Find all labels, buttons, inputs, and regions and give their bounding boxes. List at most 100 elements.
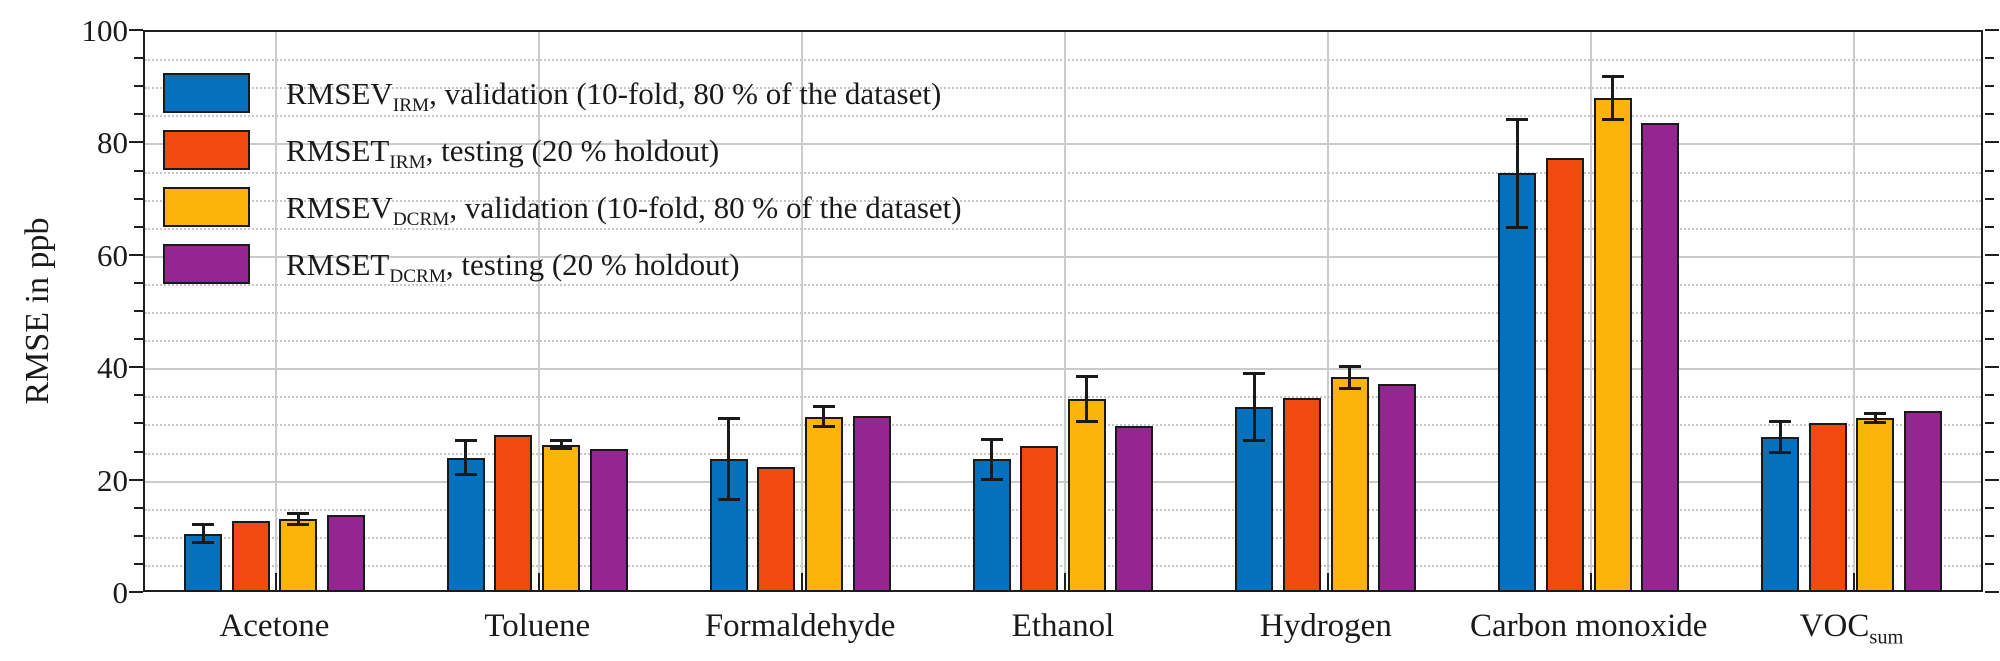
gridline-minor bbox=[145, 396, 1981, 399]
bar bbox=[804, 416, 843, 592]
bar bbox=[326, 515, 365, 592]
gridline-vertical bbox=[1852, 32, 1855, 590]
y-tick bbox=[134, 338, 143, 341]
error-bar-cap-top bbox=[287, 512, 310, 516]
bar bbox=[1856, 418, 1895, 592]
x-category-label: Hydrogen bbox=[1259, 608, 1392, 644]
error-bar-cap-bottom bbox=[1864, 421, 1887, 425]
error-bar-line bbox=[296, 513, 300, 525]
legend-item: RMSEVDCRM, validation (10-fold, 80 % of … bbox=[163, 187, 962, 229]
error-bar-cap-top bbox=[717, 416, 740, 420]
y-tick bbox=[134, 57, 143, 60]
gridline-vertical bbox=[801, 32, 804, 590]
bar bbox=[589, 449, 628, 592]
error-bar-line bbox=[201, 523, 205, 544]
y-tick-right bbox=[1985, 113, 1994, 116]
x-tick bbox=[1852, 573, 1855, 590]
bar bbox=[852, 415, 891, 592]
bar bbox=[494, 435, 533, 592]
error-bar-cap-top bbox=[1769, 419, 1792, 423]
bar bbox=[1378, 384, 1417, 592]
error-bar-cap-bottom bbox=[812, 425, 835, 429]
y-tick-right bbox=[1985, 366, 1999, 369]
error-bar-cap-bottom bbox=[1601, 117, 1624, 121]
y-tick bbox=[129, 253, 143, 256]
bar bbox=[1641, 123, 1680, 592]
bar bbox=[1330, 377, 1369, 592]
error-bar-cap-top bbox=[1243, 372, 1266, 376]
y-tick-right bbox=[1985, 534, 1994, 537]
bar bbox=[1545, 157, 1584, 592]
x-category-label: Acetone bbox=[219, 608, 330, 644]
error-bar-line bbox=[464, 440, 468, 476]
y-tick-right bbox=[1985, 169, 1994, 172]
error-bar-cap-bottom bbox=[1769, 451, 1792, 455]
y-tick bbox=[134, 85, 143, 88]
y-tick-label: 60 bbox=[97, 237, 128, 273]
bar bbox=[972, 459, 1011, 592]
legend: RMSEVIRM, validation (10-fold, 80 % of t… bbox=[163, 73, 962, 323]
error-bar-line bbox=[559, 440, 563, 450]
y-tick bbox=[129, 366, 143, 369]
error-bar-cap-bottom bbox=[717, 497, 740, 501]
legend-label: RMSETIRM, testing (20 % holdout) bbox=[286, 132, 720, 173]
gridline-minor bbox=[145, 199, 1981, 202]
y-tick bbox=[129, 29, 143, 31]
bar bbox=[542, 444, 581, 592]
bar bbox=[1067, 399, 1106, 592]
gridline-minor bbox=[145, 340, 1981, 343]
error-bar-cap-top bbox=[1601, 75, 1624, 79]
error-bar-line bbox=[1873, 413, 1877, 424]
x-tick bbox=[801, 573, 804, 590]
gridline-minor bbox=[145, 59, 1981, 62]
gridline-major bbox=[145, 368, 1981, 371]
error-bar-cap-top bbox=[192, 522, 215, 526]
y-tick-right bbox=[1985, 338, 1994, 341]
x-category-label: Toluene bbox=[484, 608, 591, 644]
bar bbox=[1115, 426, 1154, 592]
y-tick bbox=[134, 422, 143, 425]
y-tick-label: 100 bbox=[81, 13, 129, 48]
y-tick-right bbox=[1985, 562, 1994, 565]
bar bbox=[1593, 98, 1632, 592]
gridline-major bbox=[145, 143, 1981, 146]
y-tick-label: 0 bbox=[112, 575, 129, 610]
legend-swatch-rmset-irm bbox=[163, 130, 250, 170]
bar bbox=[231, 520, 270, 592]
y-tick-right bbox=[1985, 478, 1999, 481]
error-bar-cap-bottom bbox=[980, 478, 1003, 482]
bar bbox=[446, 457, 485, 592]
x-category-label: Ethanol bbox=[1011, 608, 1115, 644]
legend-label: RMSETDCRM, testing (20 % holdout) bbox=[286, 246, 740, 287]
error-bar-cap-bottom bbox=[287, 522, 310, 526]
error-bar-line bbox=[1778, 420, 1782, 454]
y-tick bbox=[134, 394, 143, 397]
error-bar-line bbox=[1252, 373, 1256, 441]
error-bar-line bbox=[727, 417, 731, 500]
x-category-label: Formaldehyde bbox=[704, 608, 896, 644]
y-tick bbox=[134, 169, 143, 172]
gridline-minor bbox=[145, 564, 1981, 567]
x-tick bbox=[275, 573, 278, 590]
gridline-major bbox=[145, 480, 1981, 483]
error-bar-line bbox=[822, 405, 826, 428]
gridline-minor bbox=[145, 115, 1981, 118]
y-tick-right bbox=[1985, 281, 1994, 284]
bar bbox=[1020, 446, 1059, 592]
bar bbox=[279, 518, 318, 592]
x-tick bbox=[1064, 573, 1066, 590]
y-tick-right bbox=[1985, 57, 1994, 60]
error-bar-cap-top bbox=[980, 437, 1003, 441]
gridline-minor bbox=[145, 508, 1981, 511]
bar bbox=[757, 466, 796, 592]
x-category-label: Carbon monoxide bbox=[1470, 608, 1708, 644]
gridline-minor bbox=[145, 171, 1981, 174]
y-tick bbox=[134, 197, 143, 200]
y-tick-right bbox=[1985, 310, 1994, 312]
y-tick-right bbox=[1985, 253, 1999, 256]
y-tick-right bbox=[1985, 591, 1999, 593]
y-tick-right bbox=[1985, 225, 1994, 228]
gridline-vertical bbox=[1589, 32, 1592, 590]
legend-swatch-rmset-dcrm bbox=[163, 244, 250, 284]
